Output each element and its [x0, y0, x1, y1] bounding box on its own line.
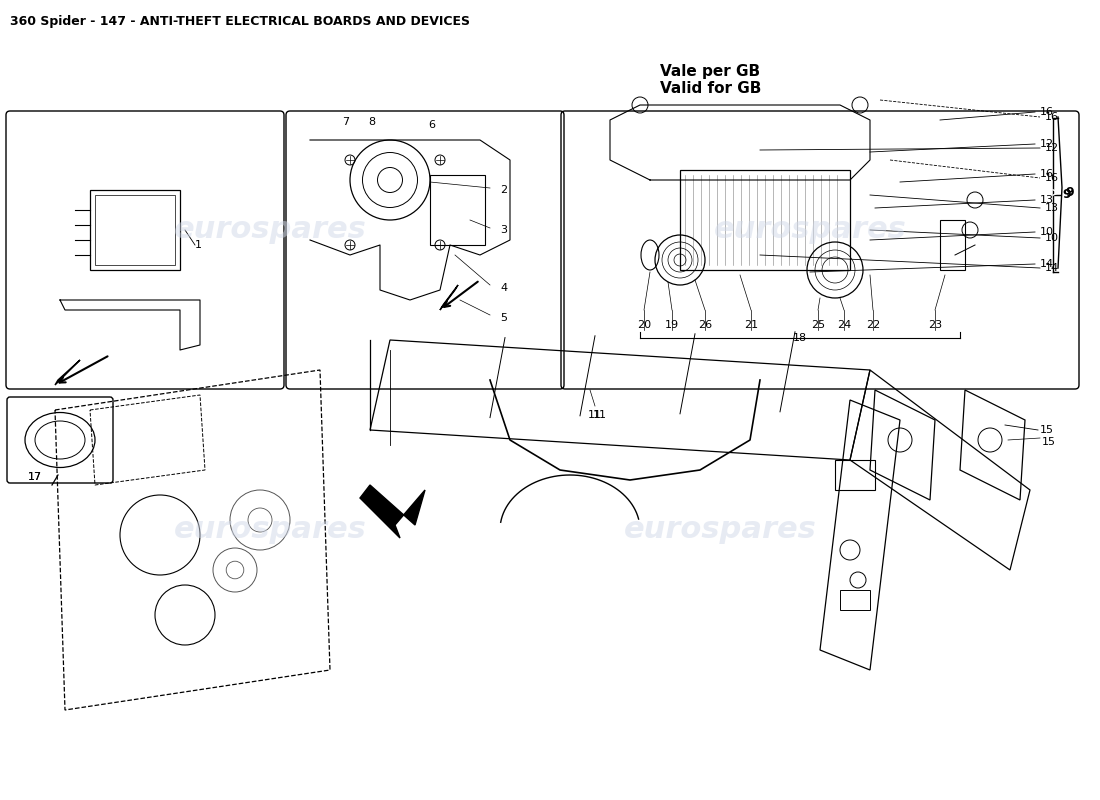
Text: 10: 10 [1045, 233, 1059, 243]
Bar [430, 175, 485, 245]
Text: 4: 4 [500, 283, 507, 293]
Bar [835, 460, 874, 490]
Text: 12: 12 [1045, 143, 1059, 153]
Text: 13: 13 [1045, 203, 1059, 213]
Polygon shape [440, 285, 458, 310]
Text: 14: 14 [1040, 259, 1054, 269]
Text: 15: 15 [1040, 425, 1054, 435]
Text: 12: 12 [1040, 139, 1054, 149]
Bar [95, 195, 175, 265]
Text: Vale per GB
Valid for GB: Vale per GB Valid for GB [660, 64, 761, 96]
Bar [840, 590, 870, 610]
Text: 15: 15 [1042, 437, 1056, 447]
Text: 17: 17 [28, 472, 42, 482]
Text: 26: 26 [697, 320, 712, 330]
Text: 22: 22 [866, 320, 880, 330]
Text: 18: 18 [793, 333, 807, 343]
Text: 19: 19 [664, 320, 679, 330]
Text: 8: 8 [368, 117, 375, 127]
Text: eurospares: eurospares [174, 515, 366, 545]
Text: 16: 16 [1040, 107, 1054, 117]
Text: 9: 9 [1065, 186, 1074, 199]
Text: eurospares: eurospares [174, 215, 366, 245]
Text: 3: 3 [500, 225, 507, 235]
Text: 20: 20 [637, 320, 651, 330]
Text: 5: 5 [500, 313, 507, 323]
Text: 17: 17 [28, 472, 42, 482]
Bar [680, 170, 850, 270]
Text: 11: 11 [593, 410, 607, 420]
Text: 9: 9 [1062, 189, 1070, 202]
Text: 2: 2 [500, 185, 507, 195]
Text: 16: 16 [1045, 173, 1059, 183]
Text: 16: 16 [1045, 112, 1059, 122]
Text: 360 Spider - 147 - ANTI-THEFT ELECTRICAL BOARDS AND DEVICES: 360 Spider - 147 - ANTI-THEFT ELECTRICAL… [10, 15, 470, 28]
Text: 16: 16 [1040, 169, 1054, 179]
Polygon shape [55, 360, 80, 385]
Text: 7: 7 [342, 117, 349, 127]
Text: 11: 11 [588, 410, 602, 420]
Text: 10: 10 [1040, 227, 1054, 237]
Text: 6: 6 [428, 120, 435, 130]
Text: 25: 25 [811, 320, 825, 330]
Text: 21: 21 [744, 320, 758, 330]
Text: 24: 24 [837, 320, 851, 330]
Text: eurospares: eurospares [714, 215, 906, 245]
Polygon shape [360, 485, 425, 538]
Text: 14: 14 [1045, 263, 1059, 273]
Bar [90, 190, 180, 270]
Text: eurospares: eurospares [624, 515, 816, 545]
Bar [940, 220, 965, 270]
Text: 13: 13 [1040, 195, 1054, 205]
Text: 1: 1 [195, 240, 202, 250]
Text: 23: 23 [928, 320, 942, 330]
